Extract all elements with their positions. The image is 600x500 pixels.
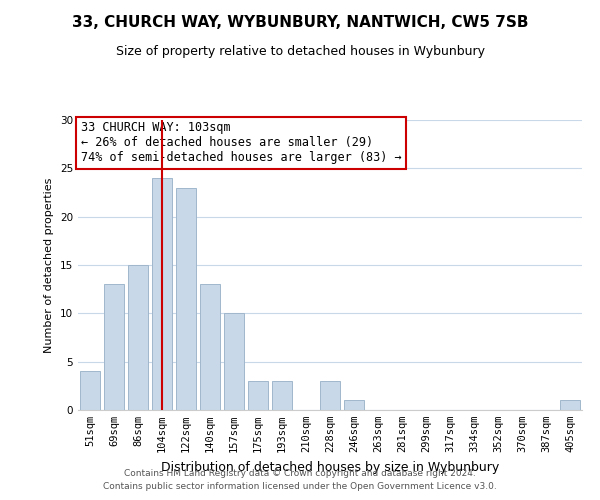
Text: Contains HM Land Registry data © Crown copyright and database right 2024.: Contains HM Land Registry data © Crown c… [124, 468, 476, 477]
Text: Size of property relative to detached houses in Wybunbury: Size of property relative to detached ho… [115, 45, 485, 58]
Bar [80, 372, 100, 410]
Text: 33 CHURCH WAY: 103sqm
← 26% of detached houses are smaller (29)
74% of semi-deta: 33 CHURCH WAY: 103sqm ← 26% of detached … [80, 122, 401, 164]
Bar [176, 188, 196, 410]
Bar [272, 381, 292, 410]
Bar [128, 265, 148, 410]
Bar [248, 381, 268, 410]
Bar [200, 284, 220, 410]
Bar [224, 314, 244, 410]
Text: Contains public sector information licensed under the Open Government Licence v3: Contains public sector information licen… [103, 482, 497, 491]
Bar [320, 381, 340, 410]
Bar [104, 284, 124, 410]
X-axis label: Distribution of detached houses by size in Wybunbury: Distribution of detached houses by size … [161, 460, 499, 473]
Bar [344, 400, 364, 410]
Text: 33, CHURCH WAY, WYBUNBURY, NANTWICH, CW5 7SB: 33, CHURCH WAY, WYBUNBURY, NANTWICH, CW5… [72, 15, 528, 30]
Bar [560, 400, 580, 410]
Y-axis label: Number of detached properties: Number of detached properties [44, 178, 55, 352]
Bar [152, 178, 172, 410]
